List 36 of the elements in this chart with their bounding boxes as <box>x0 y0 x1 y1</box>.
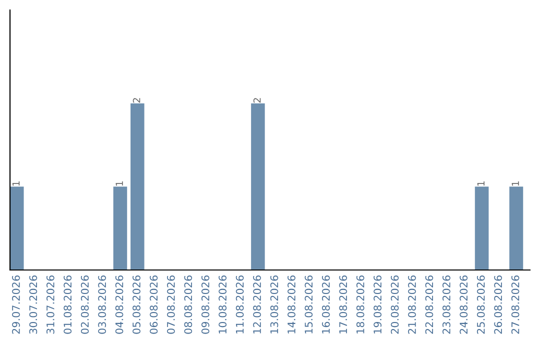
data-label: 1 <box>512 181 519 186</box>
x-tick-label: 04.08.2026 <box>115 276 124 334</box>
x-tick-label: 10.08.2026 <box>218 276 227 334</box>
x-tick-label: 16.08.2026 <box>322 276 330 334</box>
x-tick-label: 18.08.2026 <box>356 276 364 334</box>
x-tick-label: 12.08.2026 <box>253 276 261 334</box>
data-label: 2 <box>132 98 140 103</box>
x-tick-label: 02.08.2026 <box>80 276 89 334</box>
x-tick-label: 24.08.2026 <box>460 276 468 334</box>
x-tick-label: 23.08.2026 <box>442 276 450 334</box>
x-tick-label: 29.07.2026 <box>12 276 20 334</box>
x-tick-label: 01.08.2026 <box>64 276 72 334</box>
x-tick-label: 03.08.2026 <box>98 276 106 334</box>
x-tick-label: 14.08.2026 <box>288 276 296 334</box>
x-tick-label: 09.08.2026 <box>201 276 210 334</box>
x-tick-label: 07.08.2026 <box>167 276 175 334</box>
x-tick-label: 08.08.2026 <box>184 276 192 334</box>
x-tick-label: 25.08.2026 <box>476 276 485 334</box>
x-tick-label: 13.08.2026 <box>270 276 278 334</box>
x-tick-label: 15.08.2026 <box>304 276 313 334</box>
x-tick-label: 21.08.2026 <box>408 276 416 334</box>
data-label: 1 <box>116 181 123 186</box>
x-tick-label: 06.08.2026 <box>150 276 158 334</box>
x-tick-label: 30.07.2026 <box>29 276 38 334</box>
x-tick-label: 27.08.2026 <box>511 276 520 334</box>
x-tick-label: 22.08.2026 <box>425 276 434 334</box>
x-tick-label: 26.08.2026 <box>494 276 502 334</box>
x-tick-label: 17.08.2026 <box>339 276 348 334</box>
x-tick-label: 05.08.2026 <box>132 276 140 334</box>
data-label: 1 <box>477 181 484 186</box>
data-label: 2 <box>253 98 261 103</box>
x-tick-label: 19.08.2026 <box>374 276 382 334</box>
x-tick-label: 11.08.2026 <box>236 276 244 334</box>
data-label: 1 <box>12 181 20 186</box>
x-tick-label: 20.08.2026 <box>390 276 399 334</box>
x-tick-label: 31.07.2026 <box>46 276 54 334</box>
